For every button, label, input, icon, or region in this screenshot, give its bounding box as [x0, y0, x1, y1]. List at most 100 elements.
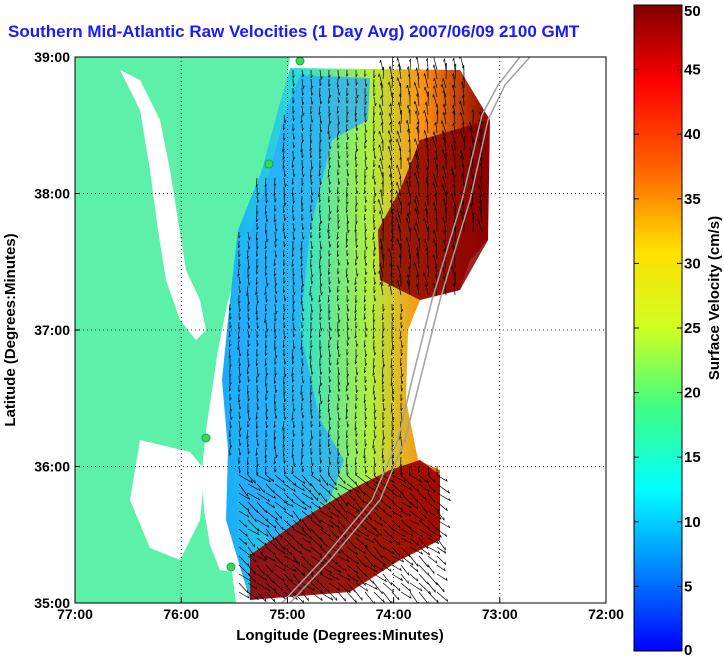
velocity-arrow [433, 254, 438, 269]
velocity-arrowhead [239, 281, 242, 285]
velocity-arrow [273, 186, 276, 196]
velocity-arrowhead [300, 190, 304, 194]
velocity-arrowhead [413, 101, 416, 105]
velocity-arrowhead [257, 373, 260, 377]
velocity-arrowhead [435, 104, 438, 108]
velocity-arrow [452, 171, 456, 188]
grid [75, 57, 606, 603]
velocity-arrowhead [319, 94, 322, 98]
velocity-arrowhead [311, 101, 314, 105]
velocity-arrowhead [337, 525, 340, 529]
velocity-arrowhead [435, 217, 438, 221]
velocity-arrowhead [365, 327, 368, 331]
velocity-arrowhead [355, 599, 357, 603]
velocity-arrow [400, 582, 411, 592]
velocity-arrow [283, 213, 285, 221]
velocity-arrowhead [293, 237, 296, 241]
velocity-arrowhead [478, 207, 481, 211]
velocity-arrow [319, 591, 333, 601]
velocity-arrow [319, 564, 332, 574]
velocity-arrowhead [274, 219, 277, 223]
velocity-arrowhead [453, 203, 457, 207]
velocity-arrow [309, 141, 312, 151]
velocity-arrowhead [328, 310, 331, 314]
velocity-arrow [265, 348, 267, 357]
velocity-arrowhead [381, 455, 385, 458]
velocity-arrowhead [365, 424, 368, 428]
velocity-arrow [373, 411, 376, 420]
velocity-arrowhead [322, 561, 325, 565]
velocity-arrow [291, 411, 294, 421]
velocity-arrowhead [256, 425, 259, 429]
velocity-arrow [292, 537, 303, 547]
velocity-arrowhead [427, 480, 429, 484]
velocity-arrow [414, 82, 420, 98]
velocity-arrow [247, 528, 260, 536]
velocity-arrowhead [328, 444, 331, 448]
velocity-arrowhead [406, 274, 409, 278]
velocity-arrowhead [390, 514, 393, 518]
velocity-arrow [327, 222, 330, 233]
velocity-arrowhead [387, 130, 390, 134]
velocity-arrow [397, 57, 402, 71]
velocity-arrowhead [246, 436, 249, 439]
velocity-arrow [400, 591, 412, 599]
velocity-arrowhead [374, 181, 377, 185]
velocity-arrow [301, 96, 303, 105]
velocity-arrowhead [425, 58, 428, 62]
velocity-arrow [391, 393, 394, 401]
velocity-arrow [256, 510, 269, 522]
velocity-arrow [382, 483, 394, 494]
velocity-arrowhead [266, 390, 269, 394]
velocity-arrow [391, 456, 394, 465]
velocity-arrow [346, 555, 359, 565]
velocity-arrow [291, 438, 294, 448]
velocity-arrow [238, 438, 241, 446]
velocity-arrowhead [247, 398, 250, 402]
velocity-arrowhead [248, 317, 250, 321]
velocity-arrowhead [284, 120, 287, 124]
velocity-arrowhead [294, 568, 297, 572]
velocity-arrowhead [471, 216, 475, 220]
velocity-arrowhead [399, 553, 401, 557]
velocity-arrowhead [320, 371, 323, 375]
velocity-arrow [364, 195, 367, 203]
velocity-arrowhead [383, 407, 386, 412]
velocity-arrowhead [468, 163, 470, 167]
velocity-arrow [427, 555, 438, 564]
velocity-arrow [247, 240, 250, 250]
velocity-arrowhead [442, 90, 445, 94]
velocity-arrow [381, 447, 384, 458]
velocity-arrowhead [230, 445, 232, 449]
velocity-arrowhead [415, 165, 418, 169]
velocity-arrow [414, 199, 420, 215]
velocity-arrowhead [273, 424, 277, 428]
velocity-arrowhead [310, 155, 313, 159]
velocity-arrow [442, 175, 447, 188]
velocity-arrow [337, 375, 340, 386]
velocity-arrow [400, 537, 412, 545]
velocity-arrowhead [247, 451, 250, 455]
velocity-arrowhead [374, 416, 377, 420]
velocity-arrowhead [310, 111, 313, 115]
velocity-arrow [364, 321, 367, 331]
velocity-arrow [363, 294, 366, 303]
velocity-arrow [364, 231, 366, 241]
velocity-arrow [391, 582, 401, 592]
colorbar [633, 4, 683, 652]
velocity-arrowhead [337, 220, 340, 224]
velocity-arrow [396, 190, 402, 206]
velocity-arrow [328, 96, 330, 104]
velocity-arrowhead [257, 532, 260, 536]
velocity-arrow [418, 528, 433, 538]
velocity-arrow [319, 258, 321, 269]
velocity-arrowhead [282, 210, 286, 214]
velocity-arrowhead [255, 281, 259, 285]
velocity-arrowhead [390, 409, 394, 413]
velocity-arrowhead [382, 417, 385, 421]
velocity-arrowhead [406, 85, 408, 89]
velocity-arrowhead [316, 497, 319, 501]
velocity-arrowhead [377, 199, 379, 203]
velocity-arrow [454, 226, 456, 242]
velocity-arrow [397, 238, 402, 251]
